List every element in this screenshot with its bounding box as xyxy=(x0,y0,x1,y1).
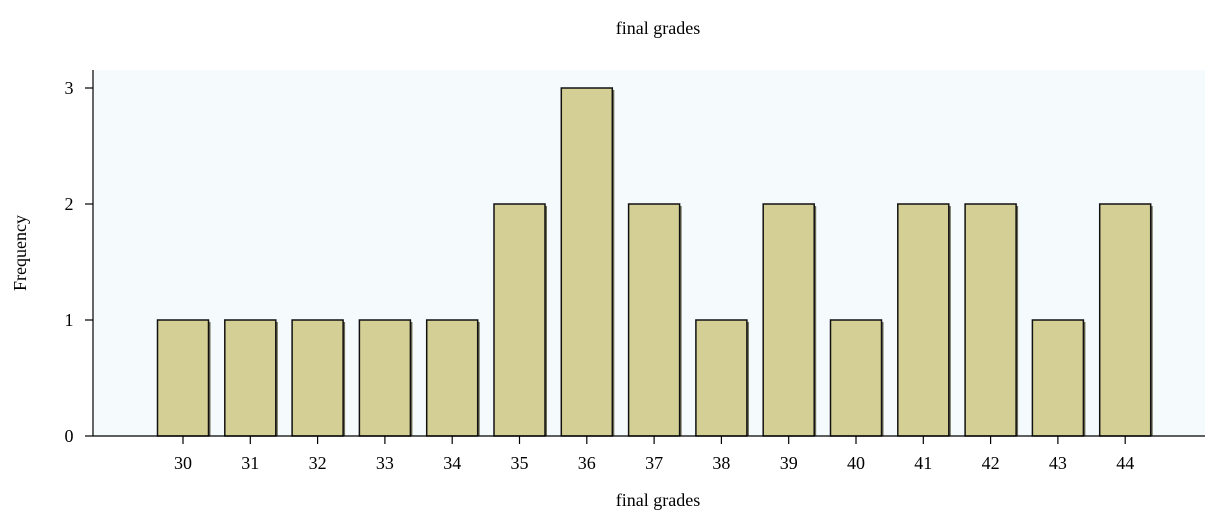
x-tick-label: 44 xyxy=(1116,453,1134,473)
y-axis-label: Frequency xyxy=(10,215,30,291)
x-tick-label: 38 xyxy=(712,453,730,473)
bar-36 xyxy=(560,87,614,437)
bar-38 xyxy=(695,319,748,437)
x-tick-label: 32 xyxy=(309,453,327,473)
y-tick-label: 2 xyxy=(65,194,74,214)
y-ticks: 0 1 2 3 xyxy=(65,78,93,446)
x-axis-label: final grades xyxy=(616,490,700,510)
x-tick-label: 43 xyxy=(1049,453,1067,473)
x-tick-label: 31 xyxy=(241,453,259,473)
bar-34 xyxy=(425,319,479,437)
x-tick-label: 30 xyxy=(174,453,192,473)
bars-layer xyxy=(156,87,1153,437)
y-tick-label: 1 xyxy=(65,310,74,330)
y-tick-label: 0 xyxy=(65,426,74,446)
x-ticks: 30 31 32 33 34 35 36 37 38 39 40 41 42 43 44 xyxy=(174,436,1134,473)
x-tick-label: 41 xyxy=(914,453,932,473)
bar-31 xyxy=(224,319,277,437)
x-tick-label: 42 xyxy=(982,453,1000,473)
x-tick-label: 33 xyxy=(376,453,394,473)
bar-44 xyxy=(1098,203,1152,437)
bar-40 xyxy=(829,319,883,437)
bar-30 xyxy=(156,319,210,437)
y-tick-label: 3 xyxy=(65,78,74,98)
x-tick-label: 37 xyxy=(645,453,663,473)
bar-33 xyxy=(358,319,412,437)
x-tick-label: 35 xyxy=(511,453,529,473)
x-tick-label: 34 xyxy=(443,453,461,473)
bar-35 xyxy=(493,203,546,437)
bar-37 xyxy=(627,203,681,437)
bar-32 xyxy=(291,319,344,437)
bar-39 xyxy=(762,203,815,437)
x-tick-label: 36 xyxy=(578,453,596,473)
chart-title: final grades xyxy=(616,18,700,38)
x-tick-label: 39 xyxy=(780,453,798,473)
x-tick-label: 40 xyxy=(847,453,865,473)
bar-43 xyxy=(1031,319,1085,437)
bar-42 xyxy=(964,203,1017,437)
bar-41 xyxy=(897,203,950,437)
